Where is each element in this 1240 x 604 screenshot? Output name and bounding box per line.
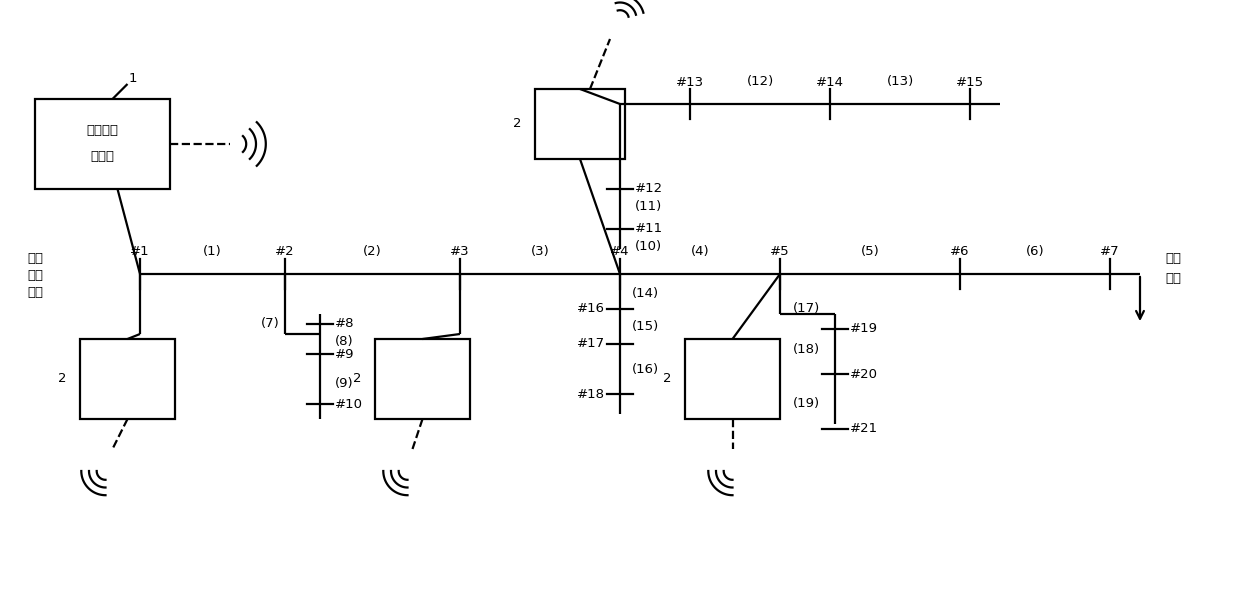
Text: #16: #16 xyxy=(577,303,605,315)
Bar xyxy=(534,89,625,159)
Text: (16): (16) xyxy=(632,362,660,376)
Bar xyxy=(374,339,470,419)
Text: #9: #9 xyxy=(335,347,355,361)
Bar xyxy=(35,99,170,189)
Text: (6): (6) xyxy=(1025,245,1044,259)
Text: (13): (13) xyxy=(887,76,914,89)
Text: (18): (18) xyxy=(792,342,820,356)
Text: #6: #6 xyxy=(950,245,970,259)
Text: (3): (3) xyxy=(531,245,549,259)
Text: (17): (17) xyxy=(792,303,820,315)
Text: (2): (2) xyxy=(363,245,382,259)
Text: #4: #4 xyxy=(610,245,630,259)
Text: (12): (12) xyxy=(746,76,774,89)
Text: #15: #15 xyxy=(956,76,985,89)
Text: (4): (4) xyxy=(691,245,709,259)
Text: #20: #20 xyxy=(849,367,878,381)
Text: 变压: 变压 xyxy=(27,252,43,266)
Text: (1): (1) xyxy=(203,245,222,259)
Text: (15): (15) xyxy=(632,321,660,333)
Text: #17: #17 xyxy=(577,338,605,350)
Text: (11): (11) xyxy=(635,201,662,213)
Text: (9): (9) xyxy=(335,378,353,391)
Text: #7: #7 xyxy=(1100,245,1120,259)
Text: (5): (5) xyxy=(861,245,879,259)
Text: #21: #21 xyxy=(849,423,878,435)
Text: #8: #8 xyxy=(335,318,355,330)
Text: (19): (19) xyxy=(792,397,820,411)
Text: (7): (7) xyxy=(262,318,280,330)
Text: #11: #11 xyxy=(635,222,663,236)
Text: 2: 2 xyxy=(662,373,671,385)
Text: 2: 2 xyxy=(352,373,361,385)
Text: 系统优化: 系统优化 xyxy=(87,124,119,138)
Text: 末端: 末端 xyxy=(1166,272,1180,286)
Text: #19: #19 xyxy=(849,323,878,335)
Text: (8): (8) xyxy=(335,335,353,349)
Text: 1: 1 xyxy=(128,72,136,86)
Text: #18: #18 xyxy=(577,388,605,400)
Text: #10: #10 xyxy=(335,397,363,411)
Text: (14): (14) xyxy=(632,288,660,301)
Text: #2: #2 xyxy=(275,245,295,259)
Text: 器出: 器出 xyxy=(27,269,43,283)
Text: #13: #13 xyxy=(676,76,704,89)
Text: #12: #12 xyxy=(635,182,663,196)
Text: 线端: 线端 xyxy=(27,286,43,300)
Bar xyxy=(81,339,175,419)
Text: (10): (10) xyxy=(635,240,662,254)
Text: 2: 2 xyxy=(513,118,521,130)
Bar xyxy=(684,339,780,419)
Text: 线路: 线路 xyxy=(1166,252,1180,266)
Text: #5: #5 xyxy=(770,245,790,259)
Text: 控制器: 控制器 xyxy=(91,150,114,164)
Text: #14: #14 xyxy=(816,76,844,89)
Text: 2: 2 xyxy=(58,373,66,385)
Text: #1: #1 xyxy=(130,245,150,259)
Text: #3: #3 xyxy=(450,245,470,259)
